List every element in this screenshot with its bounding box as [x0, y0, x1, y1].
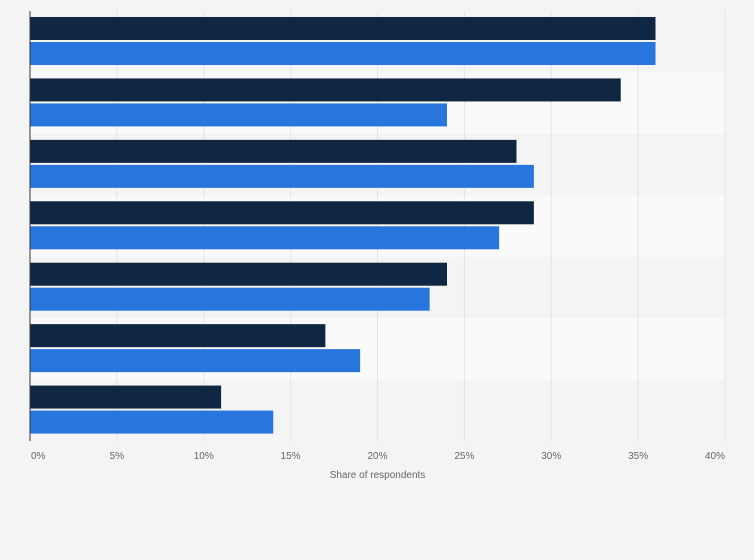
bar-series-1[interactable]: [30, 385, 222, 409]
x-tick-label: 40%: [705, 451, 725, 462]
x-tick-label: 20%: [367, 451, 387, 462]
bar-series-2[interactable]: [30, 164, 534, 188]
x-tick-label: 35%: [628, 451, 648, 462]
x-tick-label: 15%: [281, 451, 301, 462]
bar-series-1[interactable]: [30, 139, 517, 163]
x-axis-title: Share of respondents: [330, 470, 426, 481]
bar-series-2[interactable]: [30, 103, 447, 127]
bar-series-2[interactable]: [30, 410, 274, 434]
bar-series-2[interactable]: [30, 287, 430, 311]
x-tick-label: 25%: [454, 451, 474, 462]
bar-series-1[interactable]: [30, 324, 326, 348]
bar-series-2[interactable]: [30, 349, 361, 373]
bars: [30, 17, 656, 434]
bar-series-2[interactable]: [30, 42, 656, 65]
x-tick-label: 30%: [541, 451, 561, 462]
bar-series-1[interactable]: [30, 78, 621, 102]
x-tick-labels: 0% 5% 10% 15% 20% 25% 30% 35% 40%: [31, 451, 725, 462]
bar-series-1[interactable]: [30, 17, 656, 40]
x-tick-label: 0%: [31, 451, 46, 462]
bar-series-1[interactable]: [30, 262, 447, 286]
x-tick-label: 5%: [110, 451, 125, 462]
bar-series-2[interactable]: [30, 226, 500, 250]
bar-series-1[interactable]: [30, 201, 534, 225]
x-tick-label: 10%: [194, 451, 214, 462]
